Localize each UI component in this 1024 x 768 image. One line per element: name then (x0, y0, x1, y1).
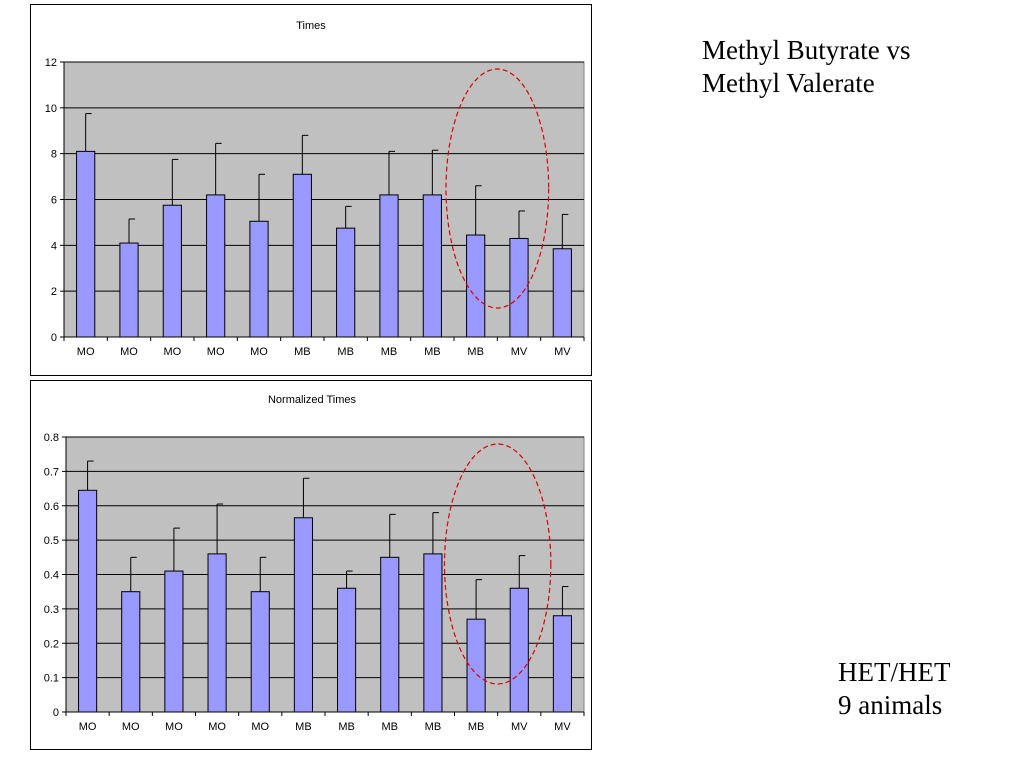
x-tick-label: MO (79, 721, 97, 733)
x-tick-label: MB (337, 346, 354, 358)
bar (76, 150, 96, 338)
y-tick-label: 6 (51, 195, 57, 207)
y-tick-label: 0.4 (44, 570, 59, 582)
x-tick-label: MB (467, 346, 484, 358)
x-tick-label: MB (295, 721, 312, 733)
bar (466, 618, 486, 713)
y-tick-label: 10 (45, 103, 57, 115)
y-tick-label: 0 (53, 707, 59, 719)
bar (164, 570, 184, 713)
y-tick-label: 4 (51, 240, 57, 252)
y-tick-label: 0 (51, 332, 57, 344)
slide-title-line-1: Methyl Butyrate vs (702, 35, 911, 65)
bar (121, 591, 141, 713)
x-tick-label: MO (165, 721, 183, 733)
highlight-ellipse (443, 443, 552, 685)
bar (379, 194, 399, 338)
bar (337, 587, 357, 713)
y-tick-label: 0.5 (44, 535, 59, 547)
x-tick-label: MB (425, 721, 442, 733)
x-tick-label: MB (468, 721, 485, 733)
x-tick-label: MB (381, 346, 398, 358)
slide-title: Methyl Butyrate vs Methyl Valerate (702, 34, 910, 100)
y-tick-label: 0.8 (44, 432, 59, 444)
y-tick-label: 0.1 (44, 673, 59, 685)
bar (380, 556, 400, 713)
bar (119, 242, 139, 338)
chart-title: Times (296, 20, 326, 32)
bar (552, 248, 572, 338)
x-tick-label: MB (294, 346, 311, 358)
bar (509, 587, 529, 713)
x-tick-label: MO (208, 721, 226, 733)
y-tick-label: 8 (51, 149, 57, 161)
bar (207, 553, 227, 713)
slide-note: HET/HET 9 animals (838, 656, 950, 722)
bar (206, 194, 226, 338)
x-tick-label: MO (207, 346, 225, 358)
x-tick-label: MO (120, 346, 138, 358)
slide-note-line-2: 9 animals (838, 690, 943, 720)
x-tick-label: MO (250, 346, 268, 358)
times-chart: Times 0 2 4 6 8 10 12 MO MO MO MO MO MB MB MB MB MB MV MV (30, 4, 592, 376)
bar (250, 591, 270, 713)
bar (423, 553, 443, 713)
highlight-ellipse (445, 68, 550, 309)
bar (293, 517, 313, 713)
y-tick-label: 12 (45, 57, 57, 69)
x-tick-label: MO (163, 346, 181, 358)
x-tick-label: MV (511, 346, 528, 358)
y-tick-label: 0.7 (44, 466, 59, 478)
y-tick-label: 0.2 (44, 638, 59, 650)
y-tick-label: 2 (51, 286, 57, 298)
normalized-times-chart-svg: Normalized Times 0 0.1 0.2 0.3 0.4 0.5 0.6 0.7 0.… (44, 394, 585, 733)
bar (162, 204, 182, 338)
y-tick-label: 0.3 (44, 604, 59, 616)
x-tick-label: MB (338, 721, 355, 733)
x-tick-label: MB (382, 721, 399, 733)
bar (336, 227, 356, 338)
slide-note-line-1: HET/HET (838, 657, 951, 687)
x-tick-label: MV (554, 721, 571, 733)
normalized-times-chart: Normalized Times 0 0.1 0.2 0.3 0.4 0.5 0.6 0.7 0.… (30, 380, 592, 750)
x-tick-label: MO (77, 346, 95, 358)
bar (422, 194, 442, 338)
bar (249, 220, 269, 338)
x-tick-label: MO (251, 721, 269, 733)
chart-title: Normalized Times (268, 394, 357, 406)
x-tick-label: MV (554, 346, 571, 358)
bar (466, 234, 486, 338)
slide-title-line-2: Methyl Valerate (702, 68, 875, 98)
x-tick-label: MV (511, 721, 528, 733)
times-chart-svg: Times 0 2 4 6 8 10 12 MO MO MO MO MO MB MB MB MB MB MV MV (45, 20, 585, 358)
bar (292, 173, 312, 338)
y-tick-label: 0.6 (44, 501, 59, 513)
bar (552, 615, 572, 713)
bar (78, 489, 98, 713)
x-tick-label: MO (122, 721, 140, 733)
bar (509, 237, 529, 338)
x-tick-label: MB (424, 346, 441, 358)
